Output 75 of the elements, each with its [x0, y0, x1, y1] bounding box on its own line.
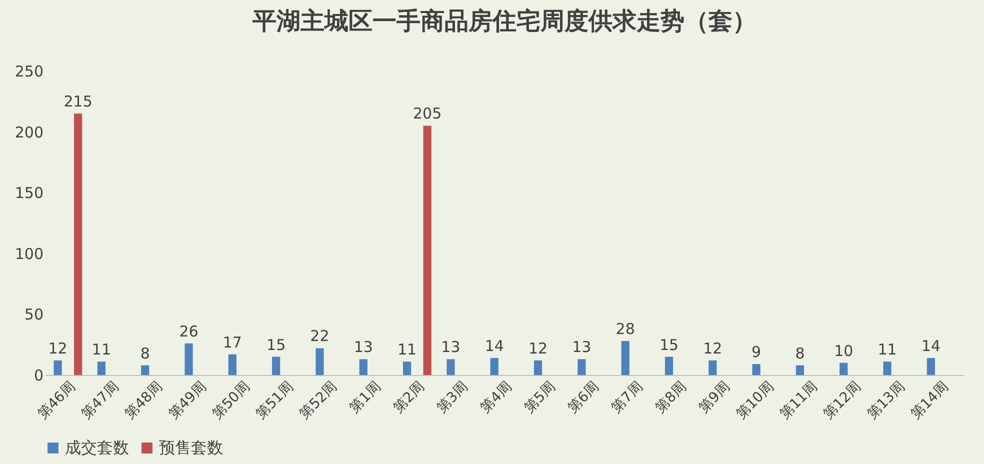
data-label: 11	[92, 340, 111, 359]
data-label: 26	[179, 322, 198, 340]
legend-label: 成交套数	[65, 438, 129, 457]
data-label: 14	[921, 336, 940, 355]
bar	[664, 356, 674, 375]
data-label: 11	[398, 340, 417, 359]
data-label: 205	[413, 104, 442, 123]
data-label: 215	[64, 92, 92, 111]
bar	[840, 362, 848, 375]
data-label: 12	[48, 339, 68, 358]
bar	[423, 126, 432, 375]
bar	[184, 343, 193, 375]
x-tick-label: 第51周	[253, 378, 297, 423]
bar	[54, 360, 62, 375]
bar	[272, 356, 280, 375]
data-label: 13	[572, 338, 592, 356]
bar	[490, 358, 498, 375]
data-label: 12	[528, 339, 548, 358]
x-tick-label: 第11周	[776, 378, 821, 423]
bar	[534, 360, 542, 375]
bar	[752, 364, 760, 375]
bar	[446, 359, 455, 375]
data-label: 15	[659, 336, 679, 354]
bar	[228, 354, 236, 375]
chart-title: 平湖主城区一手商品房住宅周度供求走势（套）	[252, 6, 756, 35]
y-tick-label: 0	[34, 366, 44, 384]
bar	[796, 365, 804, 375]
data-label: 10	[834, 342, 854, 360]
data-label: 28	[616, 320, 635, 338]
bar	[316, 348, 324, 375]
x-tick-label: 第47周	[78, 378, 122, 423]
y-tick-label: 250	[14, 62, 44, 80]
bar	[926, 358, 935, 375]
data-label: 17	[222, 333, 242, 352]
data-label: 12	[703, 339, 722, 358]
x-tick-label: 第4周	[478, 378, 516, 416]
x-tick-label: 第7周	[608, 378, 646, 416]
x-tick-label: 第2周	[390, 378, 428, 416]
x-tick-label: 第8周	[652, 378, 690, 416]
bar	[359, 359, 368, 375]
data-label: 22	[310, 327, 330, 346]
data-label: 14	[484, 336, 504, 355]
x-tick-label: 第14周	[908, 378, 952, 423]
x-tick-label: 第48周	[122, 378, 166, 423]
data-label: 15	[266, 336, 286, 354]
bar	[141, 365, 150, 375]
bar	[708, 360, 717, 375]
y-tick-label: 200	[14, 123, 44, 142]
data-label: 13	[354, 338, 373, 356]
bar	[402, 362, 412, 375]
x-tick-label: 第6周	[565, 378, 602, 416]
data-label: 13	[441, 338, 460, 356]
x-tick-label: 第13周	[864, 378, 908, 423]
bar	[578, 359, 586, 375]
x-tick-label: 第10周	[733, 378, 778, 423]
x-tick-label: 第9周	[696, 378, 734, 416]
x-tick-label: 第52周	[296, 378, 340, 423]
y-tick-label: 100	[14, 244, 44, 263]
bar	[883, 362, 892, 375]
x-tick-label: 第12周	[820, 378, 864, 423]
data-label: 8	[795, 344, 805, 362]
x-tick-label: 第1周	[346, 378, 384, 416]
x-tick-label: 第5周	[521, 378, 559, 416]
bar	[74, 114, 82, 375]
data-label: 9	[752, 343, 762, 362]
y-tick-label: 50	[24, 306, 44, 324]
x-tick-label: 第50周	[209, 378, 254, 423]
data-label: 11	[878, 340, 897, 359]
data-label: 8	[140, 344, 150, 362]
x-tick-label: 第49周	[166, 378, 210, 423]
bar	[97, 362, 106, 375]
bar	[621, 340, 630, 375]
x-tick-label: 第3周	[434, 378, 472, 416]
legend-label: 预售套数	[159, 438, 223, 457]
y-tick-label: 150	[14, 184, 44, 202]
